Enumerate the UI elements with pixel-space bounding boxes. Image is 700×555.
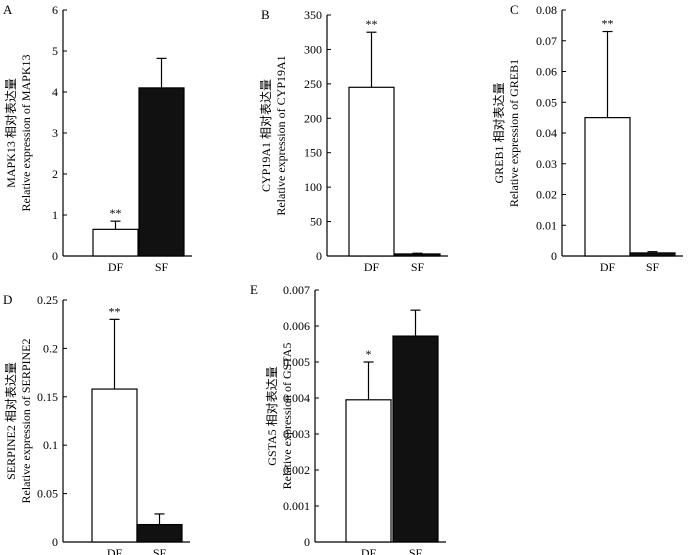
panel-d-tick-label: 0 — [52, 535, 58, 549]
panel-e-label: E — [250, 282, 258, 297]
panel-b-ylabel-cn: CYP19A1 相对表达量 — [259, 79, 273, 192]
panel-a-bar-sf — [138, 87, 185, 257]
panel-c-tick-label: 0.06 — [536, 65, 557, 79]
panel-e-tick-label: 0 — [304, 535, 310, 549]
panel-b-tick-label: 100 — [304, 180, 322, 194]
panel-c-tick-label: 0.04 — [536, 126, 557, 140]
panel-b-label: B — [261, 7, 270, 22]
panel-b-significance-marker: ** — [366, 17, 378, 31]
panel-a-tick-label: 5 — [52, 44, 58, 58]
panel-c-ylabel-en: Relative expression of GREB1 — [507, 59, 521, 207]
panel-b-bar-df — [348, 86, 395, 257]
panel-d-tick-label: 0.2 — [43, 341, 58, 355]
panel-a-ylabel-cn: MAPK13 相对表达量 — [4, 78, 18, 188]
panel-c-tick-label: 0.03 — [536, 157, 557, 171]
panel-a-tick-label: 0 — [52, 249, 58, 263]
panel-e-ylabel-en: Relative expression of GSTA5 — [280, 343, 294, 490]
panel-c-label: C — [510, 2, 519, 17]
panel-e-tick-label: 0.006 — [283, 319, 310, 333]
panel-c-tick-label: 0.01 — [536, 218, 557, 232]
panel-c-category-label: SF — [646, 260, 660, 274]
panel-b-tick-label: 250 — [304, 77, 322, 91]
panel-e-tick-label: 0.007 — [283, 283, 310, 297]
panel-a-tick-label: 6 — [52, 3, 58, 17]
panel-c-category-label: DF — [600, 260, 616, 274]
panel-a-tick-label: 3 — [52, 126, 58, 140]
panel-d-category-label: DF — [107, 546, 123, 555]
panel-c-tick-label: 0.05 — [536, 95, 557, 109]
panel-b-tick-label: 50 — [310, 215, 322, 229]
panel-a-tick-label: 4 — [52, 85, 58, 99]
panel-a-tick-label: 1 — [52, 208, 58, 222]
panel-c-significance-marker: ** — [602, 17, 614, 31]
panel-e-tick-label: 0.003 — [283, 427, 310, 441]
panel-c-bar-sf — [629, 252, 676, 257]
panel-d-bar-sf — [136, 523, 183, 543]
panel-e-tick-label: 0.005 — [283, 355, 310, 369]
panel-b-category-label: DF — [364, 260, 380, 274]
panel-a-category-label: SF — [155, 260, 169, 274]
panel-c-tick-label: 0.08 — [536, 3, 557, 17]
panel-b-category-label: SF — [411, 260, 425, 274]
panel-a-significance-marker: ** — [110, 206, 122, 220]
panel-d-tick-label: 0.15 — [37, 390, 58, 404]
panel-d-category-label: SF — [153, 546, 167, 555]
panel-c-bar-df — [584, 117, 631, 257]
panel-c-tick-label: 0 — [551, 249, 557, 263]
panel-b-tick-label: 300 — [304, 42, 322, 56]
panel-e-ylabel-cn: GSTA5 相对表达量 — [265, 366, 279, 465]
panel-e-category-label: SF — [409, 546, 423, 555]
panel-e-category-label: DF — [361, 546, 377, 555]
panel-d-label: D — [3, 292, 12, 307]
panel-d-bar-df — [91, 388, 138, 543]
panel-c-tick-label: 0.07 — [536, 34, 557, 48]
panel-e-tick-label: 0.001 — [283, 499, 310, 513]
panel-e-bar-sf — [392, 335, 439, 543]
panel-e-bar-df — [345, 399, 392, 543]
panel-b-tick-label: 200 — [304, 111, 322, 125]
panel-b-tick-label: 350 — [304, 8, 322, 22]
panel-d-ylabel-cn: SERPINE2 相对表达量 — [4, 362, 18, 480]
panel-b-ylabel-en: Relative expression of CYP19A1 — [274, 55, 288, 215]
panel-b-tick-label: 150 — [304, 146, 322, 160]
panel-e-tick-label: 0.002 — [283, 463, 310, 477]
panel-a-tick-label: 2 — [52, 167, 58, 181]
panel-e-significance-marker: * — [366, 347, 372, 361]
panel-a-label: A — [3, 2, 13, 17]
panel-c-tick-label: 0.02 — [536, 188, 557, 202]
panel-b-bar-sf — [394, 253, 441, 257]
panel-a-bar-df — [92, 228, 139, 257]
panel-a-ylabel-en: Relative expression of MAPK13 — [19, 55, 33, 212]
panel-d-ylabel-en: Relative expression of SERPINE2 — [19, 339, 33, 504]
panel-c-ylabel-cn: GREB1 相对表达量 — [492, 82, 506, 183]
panel-b-tick-label: 0 — [316, 249, 322, 263]
panel-a-category-label: DF — [108, 260, 124, 274]
panel-d-tick-label: 0.05 — [37, 487, 58, 501]
panel-d-significance-marker: ** — [109, 304, 121, 318]
panel-d-tick-label: 0.1 — [43, 438, 58, 452]
panel-e-tick-label: 0.004 — [283, 391, 310, 405]
panel-d-tick-label: 0.25 — [37, 293, 58, 307]
